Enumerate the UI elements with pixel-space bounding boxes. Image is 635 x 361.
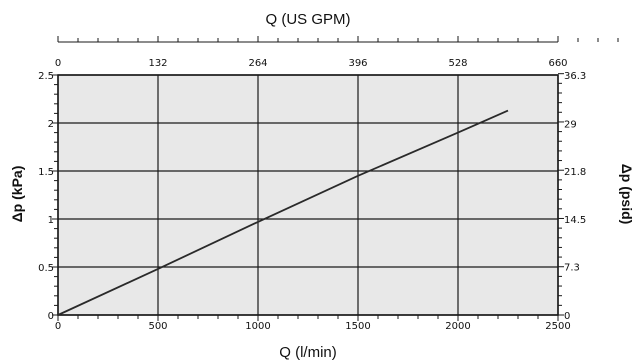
left-tick-label: 0: [48, 311, 54, 322]
tick-layer: [52, 36, 619, 321]
top-tick-label: 0: [55, 58, 61, 69]
right-tick-label: 36.3: [564, 71, 586, 82]
plot-area: [57, 74, 559, 316]
top-tick-label: 660: [548, 58, 567, 69]
bottom-tick-label: 500: [148, 321, 167, 332]
right-tick-label: 29: [564, 119, 577, 130]
bottom-tick-label: 0: [55, 321, 61, 332]
left-tick-label: 1: [48, 215, 54, 226]
bottom-tick-label: 2500: [545, 321, 570, 332]
top-tick-label: 264: [248, 58, 267, 69]
left-tick-label: 2: [48, 119, 54, 130]
bottom-tick-label: 1500: [345, 321, 370, 332]
bottom-axis-title: Q (l/min): [279, 344, 337, 361]
left-tick-label: 1.5: [38, 167, 54, 178]
left-tick-label: 2.5: [38, 71, 54, 82]
grid-layer: [57, 74, 559, 316]
bottom-tick-label: 1000: [245, 321, 270, 332]
top-tick-label: 132: [148, 58, 167, 69]
top-tick-label: 528: [448, 58, 467, 69]
pressure-drop-line: [57, 109, 509, 316]
bottom-tick-label: 2000: [445, 321, 470, 332]
right-tick-label: 7.3: [564, 263, 580, 274]
series-layer: [57, 109, 509, 316]
left-axis-title: Δp (kPa): [9, 166, 25, 223]
top-tick-label: 396: [348, 58, 367, 69]
top-axis-title: Q (US GPM): [266, 11, 351, 28]
right-axis-title: Δp (psid): [619, 164, 635, 225]
right-tick-label: 14.5: [564, 215, 586, 226]
right-tick-label: 0: [564, 311, 570, 322]
right-tick-label: 21.8: [564, 167, 586, 178]
left-tick-label: 0.5: [38, 263, 54, 274]
